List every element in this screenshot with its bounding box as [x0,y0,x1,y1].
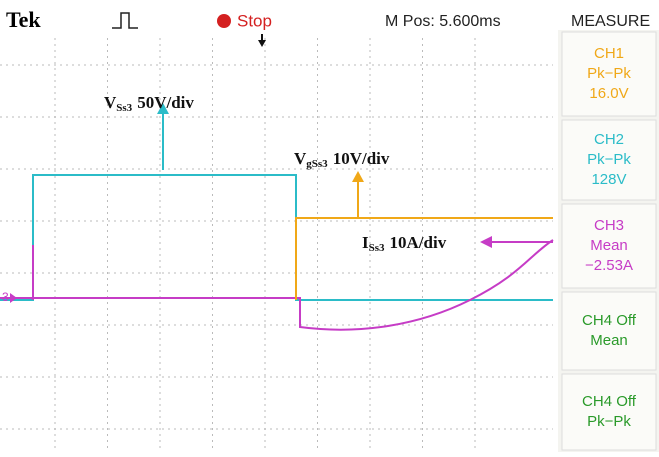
measure-item[interactable]: CH4 Off Pk−Pk [562,374,656,450]
measure-item[interactable]: CH3 Mean −2.53A [562,204,656,288]
measure-type: Pk−Pk [587,65,631,82]
measure-type: Mean [590,332,628,349]
measure-value: 128V [591,171,626,188]
position: M Pos: 5.600ms [385,13,501,30]
run-state[interactable]: Stop [237,11,272,30]
measure-value: −2.53A [585,257,633,274]
measure-channel: CH3 [594,217,624,234]
stop-icon [217,14,231,28]
measure-item[interactable]: CH4 Off Mean [562,292,656,370]
measure-type: Pk−Pk [587,151,631,168]
brand: Tek [6,7,41,32]
ch3-marker: 3 [2,290,9,304]
measure-channel: CH2 [594,131,624,148]
measure-item[interactable]: CH2 Pk−Pk 128V [562,120,656,200]
measure-panel: CH1Pk−Pk16.0VCH2Pk−Pk128VCH3Mean−2.53ACH… [558,30,659,452]
measure-channel: CH4 Off [582,393,637,410]
menu-title[interactable]: MEASURE [571,13,650,30]
measure-type: Pk−Pk [587,413,631,430]
measure-value: 16.0V [589,85,628,102]
scope-screen: Tek Stop M Pos: 5.600ms MEASURE CH1 Pk−Pk… [0,0,659,452]
measure-item[interactable]: CH1 Pk−Pk 16.0V [562,32,656,116]
measure-channel: CH1 [594,45,624,62]
measure-channel: CH4 Off [582,312,637,329]
measure-type: Mean [590,237,628,254]
